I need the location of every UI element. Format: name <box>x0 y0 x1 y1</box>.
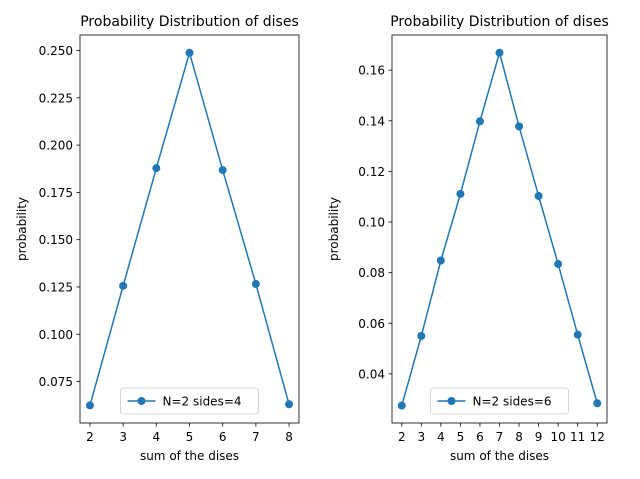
data-point <box>119 281 128 290</box>
chart-left: Probability Distribution of dises 2 3 4 5 6 7 8… <box>15 14 300 463</box>
x-tick-label: 7 <box>252 430 260 444</box>
y-tick-label: 0.200 <box>39 139 73 153</box>
y-tick-label: 0.08 <box>358 266 385 280</box>
y-tick-label: 0.14 <box>358 114 385 128</box>
data-point <box>495 48 504 57</box>
plot-frame <box>391 34 608 424</box>
x-tick-label: 7 <box>496 430 504 444</box>
legend: N=2 sides=6 <box>430 387 569 415</box>
plot-frame <box>79 34 300 424</box>
chart-title: Probability Distribution of dises <box>80 14 299 30</box>
x-tick-label: 9 <box>535 430 543 444</box>
series-line <box>401 51 598 406</box>
y-tick-label: 0.04 <box>358 367 385 381</box>
chart-title: Probability Distribution of dises <box>390 14 609 30</box>
y-tick-label: 0.175 <box>39 186 73 200</box>
legend: N=2 sides=4 <box>120 387 259 415</box>
data-point <box>534 191 543 200</box>
data-point <box>218 166 227 175</box>
data-point <box>152 164 161 173</box>
x-tick-label: 4 <box>152 430 160 444</box>
y-tick-label: 0.16 <box>358 64 385 78</box>
y-tick-label: 0.125 <box>39 280 73 294</box>
x-tick-label: 8 <box>285 430 293 444</box>
data-point <box>593 399 602 408</box>
data-point <box>185 48 194 57</box>
data-point <box>397 401 406 410</box>
legend-box <box>120 387 259 415</box>
x-tick-label: 2 <box>398 430 406 444</box>
data-point <box>85 401 94 410</box>
data-point <box>417 331 426 340</box>
x-tick-label: 5 <box>186 430 194 444</box>
y-tick-label: 0.10 <box>358 216 385 230</box>
y-tick-label: 0.06 <box>358 317 385 331</box>
data-point <box>251 279 260 288</box>
legend-label: N=2 sides=4 <box>163 395 242 409</box>
x-tick-label: 3 <box>417 430 425 444</box>
data-point <box>554 260 563 269</box>
x-tick-label: 4 <box>437 430 445 444</box>
data-point <box>475 117 484 126</box>
x-tick-label: 8 <box>515 430 523 444</box>
x-tick-label: 11 <box>570 430 585 444</box>
legend-box <box>430 387 569 415</box>
y-axis-label: probability <box>327 197 341 261</box>
y-tick-label: 0.250 <box>39 44 73 58</box>
x-tick-label: 2 <box>86 430 94 444</box>
y-axis-label: probability <box>15 197 29 261</box>
x-tick-label: 3 <box>119 430 127 444</box>
legend-label: N=2 sides=6 <box>473 395 552 409</box>
x-tick-label: 12 <box>590 430 605 444</box>
series-line <box>89 52 290 406</box>
legend-marker <box>137 397 146 405</box>
data-point <box>573 330 582 339</box>
data-point <box>285 400 294 409</box>
x-axis-label: sum of the dises <box>450 449 549 463</box>
y-tick-label: 0.150 <box>39 233 73 247</box>
x-tick-label: 5 <box>457 430 465 444</box>
y-tick-label: 0.225 <box>39 91 73 105</box>
x-tick-label: 10 <box>550 430 565 444</box>
data-point <box>436 256 445 265</box>
data-point <box>456 189 465 198</box>
x-tick-label: 6 <box>219 430 227 444</box>
chart-right: Probability Distribution of dises 2 3 4 5 6 7 8… <box>327 14 609 463</box>
data-point <box>515 122 524 131</box>
y-tick-label: 0.100 <box>39 328 73 342</box>
x-tick-label: 6 <box>476 430 484 444</box>
x-axis-label: sum of the dises <box>140 449 239 463</box>
legend-marker <box>447 397 456 405</box>
y-tick-label: 0.12 <box>358 165 385 179</box>
y-tick-label: 0.075 <box>39 375 73 389</box>
